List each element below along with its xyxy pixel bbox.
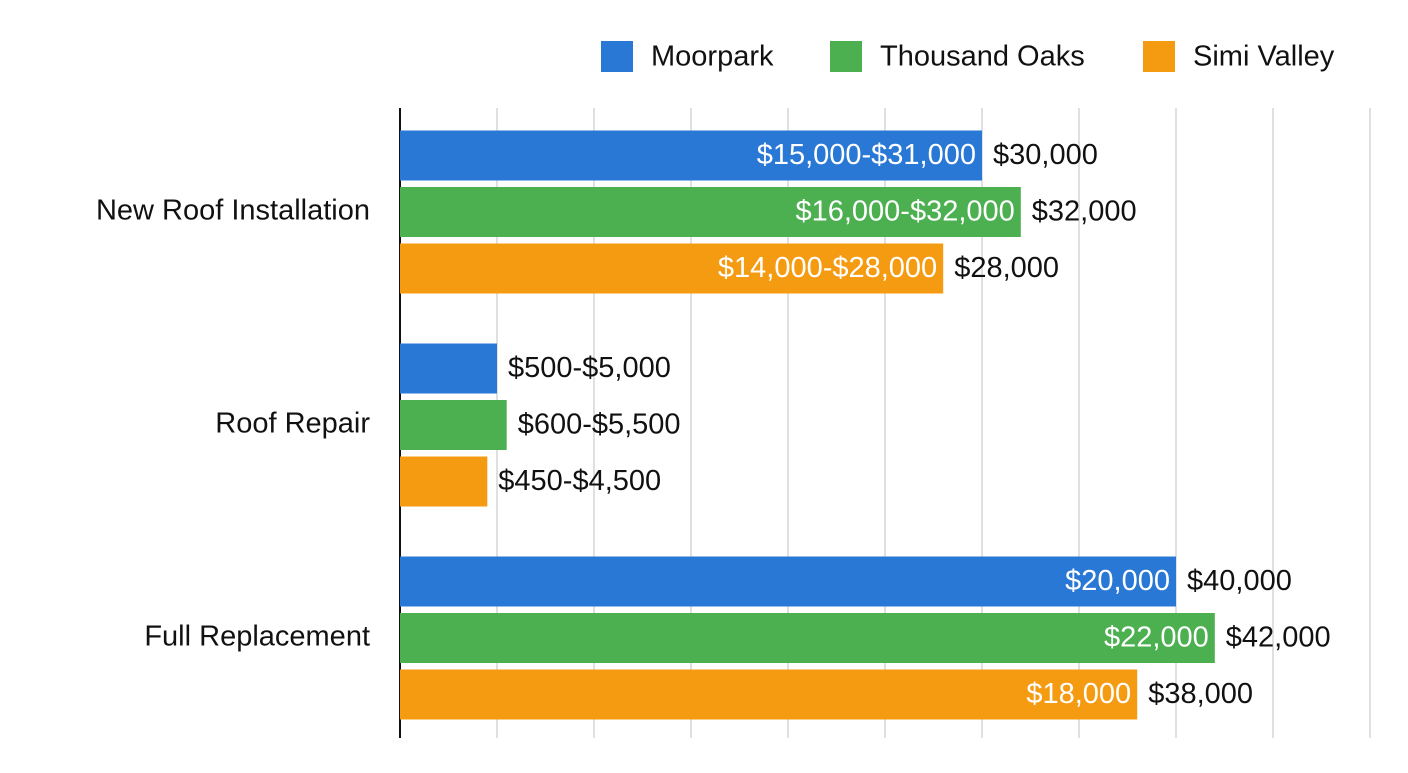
bar [400, 556, 1176, 607]
legend-label: Moorpark [651, 41, 774, 73]
category-label: Roof Repair [215, 408, 370, 440]
category-label: New Roof Installation [96, 195, 370, 227]
inner-label: $14,000-$28,000 [718, 252, 937, 284]
value-label: $28,000 [954, 252, 1059, 284]
bar [400, 669, 1138, 720]
category-label: Full Replacement [144, 621, 370, 653]
bar [400, 130, 982, 181]
legend-swatch [830, 41, 862, 72]
bar [400, 613, 1215, 663]
inner-label: $20,000 [1065, 565, 1170, 597]
legend-label: Simi Valley [1193, 41, 1335, 73]
value-label: $42,000 [1226, 622, 1331, 654]
value-label: $40,000 [1187, 565, 1292, 597]
legend-label: Thousand Oaks [880, 41, 1085, 73]
inner-label: $18,000 [1026, 678, 1131, 710]
legend-swatch [1143, 41, 1175, 72]
bar [400, 343, 497, 394]
bar [400, 456, 488, 507]
value-label: $32,000 [1032, 196, 1137, 228]
value-label: $450-$4,500 [498, 465, 661, 497]
value-label: $38,000 [1148, 678, 1253, 710]
legend-swatch [601, 41, 633, 72]
inner-label: $16,000-$32,000 [795, 196, 1014, 228]
inner-label: $15,000-$31,000 [757, 139, 976, 171]
bar [400, 400, 507, 450]
bar [400, 243, 944, 294]
bar [400, 187, 1021, 237]
value-label: $600-$5,500 [518, 409, 681, 441]
value-label: $30,000 [993, 139, 1098, 171]
value-label: $500-$5,000 [508, 352, 671, 384]
inner-label: $22,000 [1104, 622, 1209, 654]
